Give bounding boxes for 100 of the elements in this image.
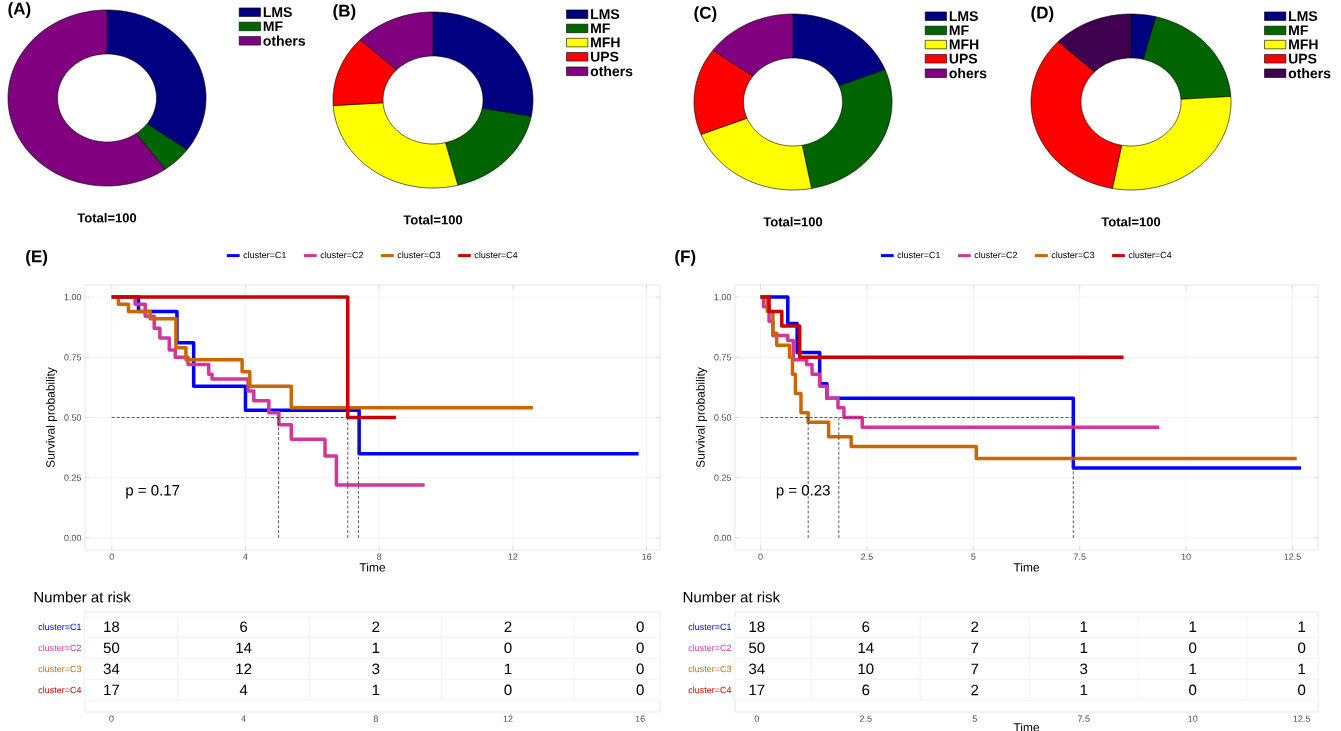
- x-tick-label: 4: [243, 553, 248, 560]
- data-label: 6: [862, 621, 870, 633]
- legend-label: ohers: [949, 67, 987, 79]
- y-tick-label: cluster=C4: [38, 686, 82, 694]
- x-tick-label: 4: [241, 715, 246, 722]
- data-label: 12: [236, 663, 252, 675]
- chart-title: (C): [694, 6, 717, 23]
- legend-label: cluster=C1: [243, 251, 286, 259]
- annotation: p = 0.17: [126, 484, 180, 499]
- data-label: 1: [1298, 621, 1306, 632]
- data-label: 1: [1189, 663, 1197, 675]
- data-label: 34: [103, 663, 120, 675]
- x-tick-label: 7.5: [1077, 715, 1090, 722]
- legend-label: UPS: [949, 53, 978, 64]
- data-label: 0: [636, 663, 644, 675]
- y-tick-label: 0.50: [64, 414, 82, 421]
- legend-label: cluster=C2: [974, 251, 1018, 259]
- data-label: 18: [104, 621, 120, 633]
- data-label: 1: [372, 642, 380, 653]
- data-label: 10: [858, 663, 874, 675]
- text: Total=100: [403, 214, 463, 225]
- legend-label: UPS: [1289, 53, 1317, 64]
- data-label: 2: [372, 621, 380, 632]
- legend-label: LMS: [949, 11, 978, 22]
- y-tick-label: cluster=C3: [688, 665, 732, 673]
- x-tick-label: 5: [972, 715, 977, 722]
- chart-title: (D): [1031, 6, 1054, 23]
- data-label: 14: [236, 642, 252, 653]
- legend-label: MF: [263, 21, 283, 32]
- y-tick-label: 0.00: [714, 534, 732, 542]
- legend-label: MFH: [591, 37, 620, 48]
- data-label: 6: [862, 684, 870, 696]
- data-label: 6: [240, 621, 248, 633]
- y-tick-label: cluster=C1: [38, 623, 82, 631]
- text: Total=100: [763, 216, 823, 227]
- data-label: 7: [971, 663, 979, 675]
- x-tick-label: 12: [508, 553, 518, 560]
- y-tick-label: 0.75: [64, 354, 82, 361]
- legend-label: cluster=C1: [897, 251, 940, 259]
- x-tick-label: 0: [109, 715, 114, 722]
- data-label: 0: [636, 642, 644, 654]
- data-label: 14: [858, 642, 874, 653]
- y-tick-label: cluster=C2: [688, 644, 732, 652]
- y-tick-label: cluster=C2: [38, 644, 82, 652]
- data-label: 0: [636, 684, 644, 696]
- x-tick-label: 0: [758, 553, 763, 560]
- data-label: 1: [1189, 621, 1197, 632]
- x-tick-label: 2.5: [859, 715, 872, 722]
- text: Total=100: [1101, 216, 1161, 227]
- y-tick-label: cluster=C1: [688, 623, 732, 631]
- x-tick-label: 8: [373, 715, 378, 722]
- chart-title: (B): [333, 4, 356, 21]
- y-tick-label: 0.50: [714, 414, 732, 421]
- data-label: 1: [372, 684, 380, 696]
- x-tick-label: 5: [971, 553, 976, 560]
- legend-label: MF: [591, 23, 610, 34]
- x-tick-label: 12.5: [1284, 553, 1301, 560]
- data-label: 2: [504, 621, 512, 632]
- data-label: 3: [372, 663, 380, 675]
- chart-title: (A): [8, 2, 31, 19]
- y-tick-label: cluster=C4: [688, 686, 732, 694]
- data-label: 1: [1080, 642, 1088, 653]
- y-tick-label: 0.25: [64, 474, 82, 481]
- y-tick-label: 0.25: [714, 474, 732, 481]
- legend-label: cluster=C3: [397, 251, 441, 259]
- data-label: 0: [504, 684, 512, 696]
- data-label: 0: [1189, 684, 1197, 696]
- y-axis-title: Survival probability: [45, 367, 58, 468]
- data-label: 2: [971, 684, 979, 696]
- x-axis-title: Time: [359, 562, 386, 572]
- legend-label: LMS: [591, 9, 620, 20]
- data-label: 1: [1080, 621, 1088, 632]
- chart-title: (F): [675, 249, 696, 266]
- legend-label: others: [263, 35, 306, 46]
- legend-label: UPS: [590, 51, 619, 62]
- x-tick-label: 12: [503, 715, 513, 722]
- data-label: 2: [971, 621, 979, 632]
- chart-title: Number at risk: [34, 591, 131, 603]
- x-axis-title: Time: [1013, 562, 1040, 572]
- data-label: 17: [749, 684, 765, 696]
- data-label: 0: [1298, 642, 1306, 654]
- y-tick-label: 1.00: [714, 293, 732, 301]
- data-label: 0: [1189, 642, 1197, 654]
- data-label: 0: [636, 621, 644, 633]
- data-label: 7: [971, 642, 979, 653]
- data-label: 17: [104, 684, 120, 696]
- x-tick-label: 10: [1181, 553, 1191, 560]
- y-axis-title: Survival probability: [695, 367, 708, 468]
- y-tick-label: 1.00: [64, 293, 82, 301]
- y-tick-label: 0.75: [714, 354, 732, 361]
- data-label: 1: [1080, 684, 1088, 696]
- chart-title: Number at risk: [683, 591, 781, 603]
- legend-label: cluster=C3: [1051, 251, 1095, 259]
- legend-label: MFH: [1289, 39, 1318, 50]
- chart-title: (E): [26, 249, 48, 266]
- data-label: 0: [504, 642, 512, 654]
- x-tick-label: 2.5: [861, 553, 873, 560]
- data-label: 34: [749, 663, 765, 675]
- x-tick-label: 0: [109, 553, 114, 560]
- x-tick-label: 16: [642, 553, 652, 560]
